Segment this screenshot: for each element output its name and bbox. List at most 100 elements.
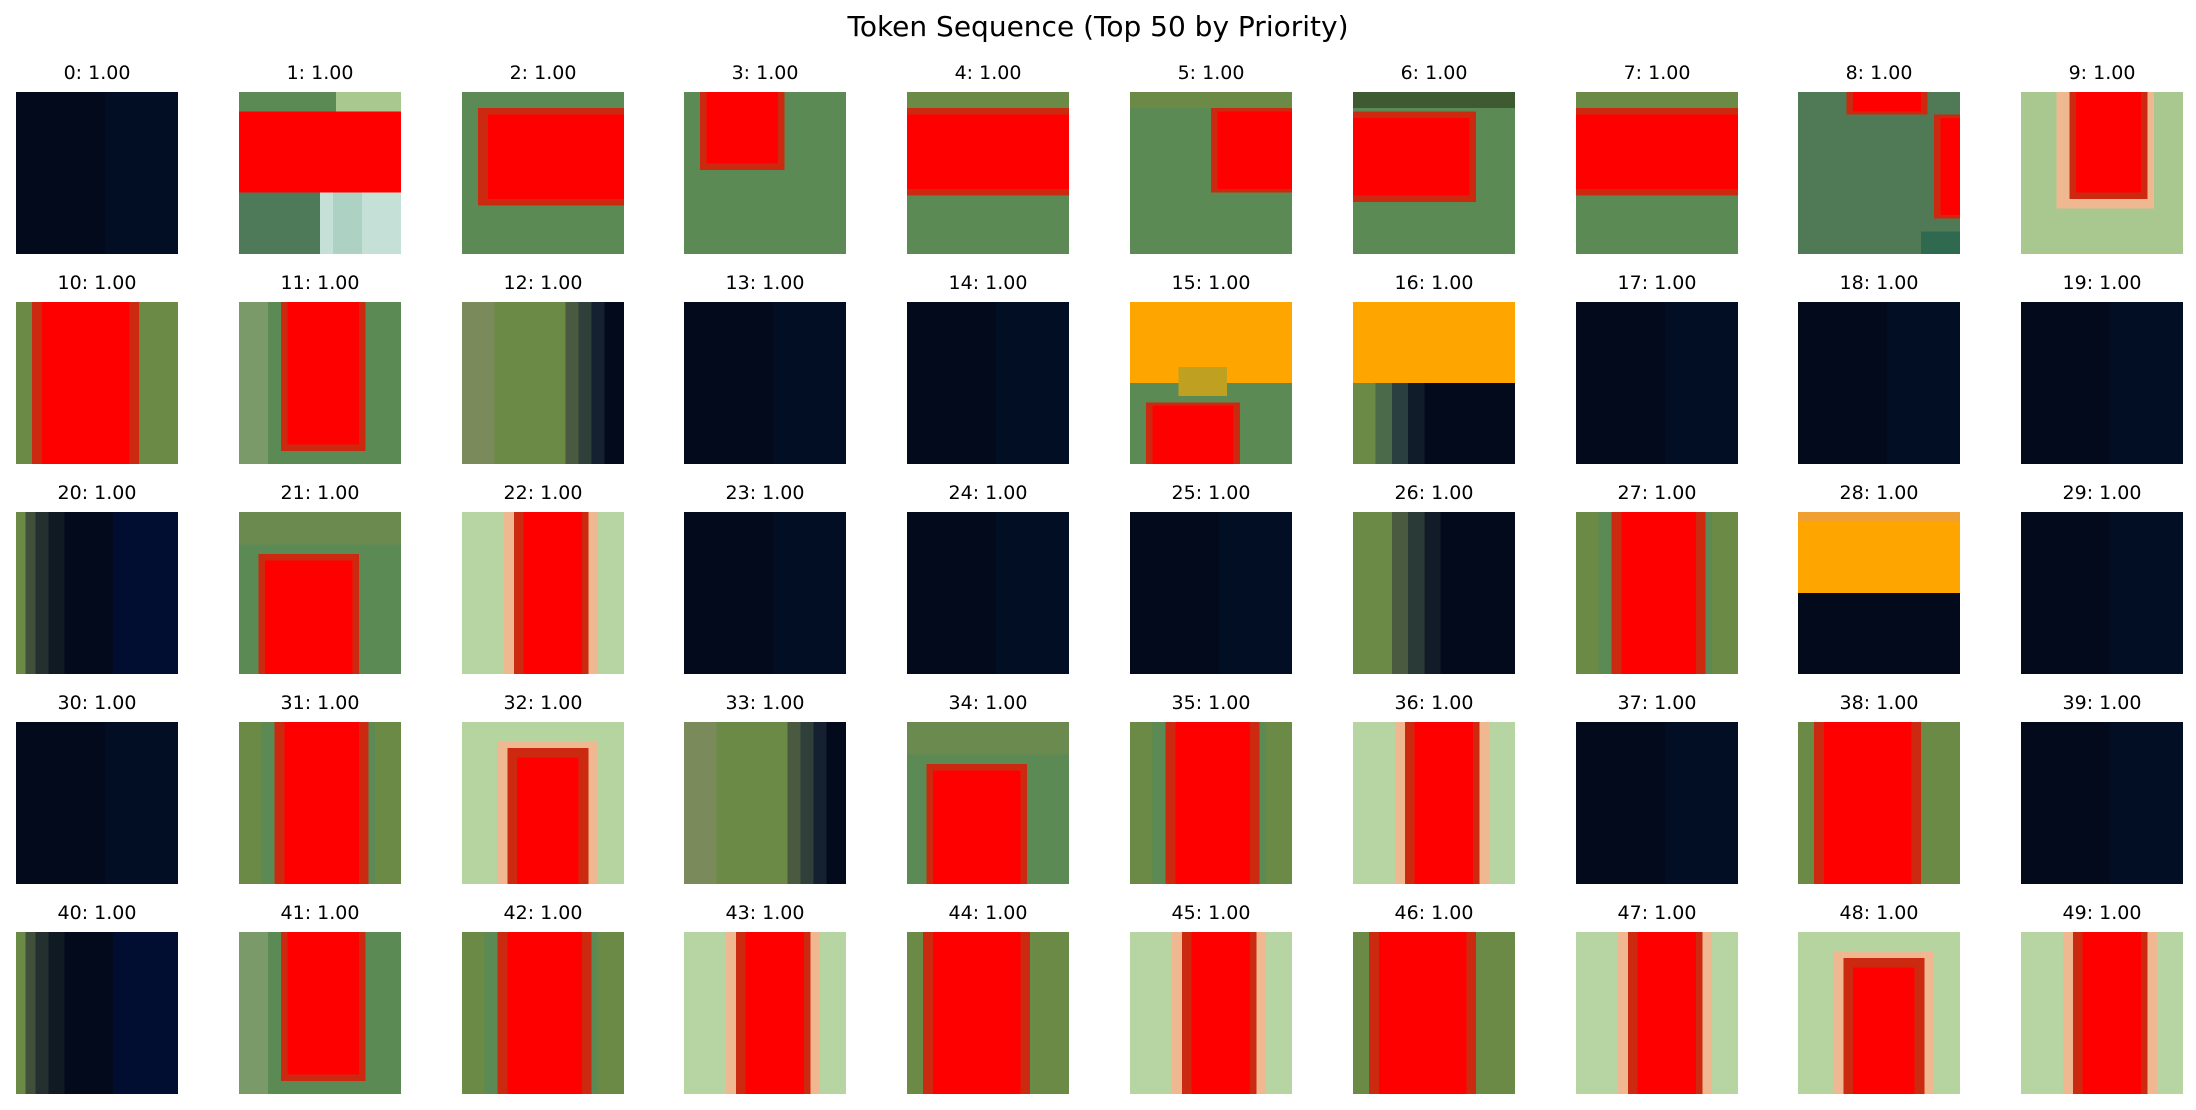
token-image: [684, 302, 846, 464]
token-label: 5: 1.00: [1177, 62, 1245, 84]
token-image: [1353, 302, 1515, 464]
token-image: [907, 932, 1069, 1094]
token-image: [1798, 512, 1960, 674]
token-image: [462, 722, 624, 884]
token-image: [16, 92, 178, 254]
token-image: [1576, 92, 1738, 254]
token-image: [1130, 302, 1292, 464]
token-image: [684, 92, 846, 254]
token-image: [1353, 92, 1515, 254]
token-label: 28: 1.00: [1839, 482, 1919, 504]
token-label: 22: 1.00: [503, 482, 583, 504]
token-label: 15: 1.00: [1171, 272, 1251, 294]
token-label: 48: 1.00: [1839, 902, 1919, 924]
token-image: [1576, 302, 1738, 464]
token-image: [1798, 302, 1960, 464]
token-label: 30: 1.00: [57, 692, 137, 714]
token-image: [2021, 932, 2183, 1094]
token-image: [239, 92, 401, 254]
token-image: [2021, 92, 2183, 254]
token-label: 45: 1.00: [1171, 902, 1251, 924]
token-label: 35: 1.00: [1171, 692, 1251, 714]
token-label: 1: 1.00: [286, 62, 354, 84]
token-label: 18: 1.00: [1839, 272, 1919, 294]
token-image: [1798, 92, 1960, 254]
token-image: [16, 932, 178, 1094]
token-image: [907, 512, 1069, 674]
token-label: 3: 1.00: [731, 62, 799, 84]
token-image: [239, 512, 401, 674]
token-image: [907, 302, 1069, 464]
token-label: 10: 1.00: [57, 272, 137, 294]
token-image: [1130, 92, 1292, 254]
token-label: 24: 1.00: [948, 482, 1028, 504]
token-label: 17: 1.00: [1617, 272, 1697, 294]
token-label: 41: 1.00: [280, 902, 360, 924]
token-label: 36: 1.00: [1394, 692, 1474, 714]
token-image: [462, 932, 624, 1094]
token-image: [684, 512, 846, 674]
token-label: 13: 1.00: [725, 272, 805, 294]
token-image: [239, 722, 401, 884]
token-image: [1798, 932, 1960, 1094]
token-label: 23: 1.00: [725, 482, 805, 504]
token-image: [462, 302, 624, 464]
token-label: 14: 1.00: [948, 272, 1028, 294]
token-image: [1353, 722, 1515, 884]
token-label: 29: 1.00: [2062, 482, 2142, 504]
token-label: 7: 1.00: [1623, 62, 1691, 84]
token-label: 19: 1.00: [2062, 272, 2142, 294]
token-label: 47: 1.00: [1617, 902, 1697, 924]
token-image: [1798, 722, 1960, 884]
token-label: 11: 1.00: [280, 272, 360, 294]
token-image: [2021, 722, 2183, 884]
token-label: 9: 1.00: [2068, 62, 2136, 84]
token-image: [1576, 722, 1738, 884]
token-label: 8: 1.00: [1845, 62, 1913, 84]
token-label: 2: 1.00: [509, 62, 577, 84]
token-image: [2021, 302, 2183, 464]
token-image: [907, 722, 1069, 884]
token-label: 37: 1.00: [1617, 692, 1697, 714]
token-label: 49: 1.00: [2062, 902, 2142, 924]
token-label: 32: 1.00: [503, 692, 583, 714]
token-label: 40: 1.00: [57, 902, 137, 924]
token-image: [1130, 512, 1292, 674]
token-image: [684, 932, 846, 1094]
token-label: 43: 1.00: [725, 902, 805, 924]
token-label: 21: 1.00: [280, 482, 360, 504]
token-label: 42: 1.00: [503, 902, 583, 924]
token-label: 25: 1.00: [1171, 482, 1251, 504]
token-image: [2021, 512, 2183, 674]
token-image: [462, 512, 624, 674]
token-image: [16, 302, 178, 464]
token-label: 39: 1.00: [2062, 692, 2142, 714]
token-image: [1130, 722, 1292, 884]
token-image: [239, 932, 401, 1094]
token-label: 34: 1.00: [948, 692, 1028, 714]
token-image: [1353, 932, 1515, 1094]
token-label: 16: 1.00: [1394, 272, 1474, 294]
token-label: 20: 1.00: [57, 482, 137, 504]
token-image: [684, 722, 846, 884]
token-image: [1353, 512, 1515, 674]
token-label: 6: 1.00: [1400, 62, 1468, 84]
token-label: 33: 1.00: [725, 692, 805, 714]
token-label: 26: 1.00: [1394, 482, 1474, 504]
token-label: 38: 1.00: [1839, 692, 1919, 714]
token-label: 27: 1.00: [1617, 482, 1697, 504]
token-image: [907, 92, 1069, 254]
token-label: 0: 1.00: [63, 62, 131, 84]
token-image: [16, 512, 178, 674]
token-label: 12: 1.00: [503, 272, 583, 294]
token-image: [16, 722, 178, 884]
figure-title: Token Sequence (Top 50 by Priority): [847, 10, 1349, 43]
token-label: 44: 1.00: [948, 902, 1028, 924]
token-image: [1576, 932, 1738, 1094]
token-image: [1130, 932, 1292, 1094]
token-label: 31: 1.00: [280, 692, 360, 714]
token-image: [239, 302, 401, 464]
token-image: [1576, 512, 1738, 674]
token-label: 46: 1.00: [1394, 902, 1474, 924]
